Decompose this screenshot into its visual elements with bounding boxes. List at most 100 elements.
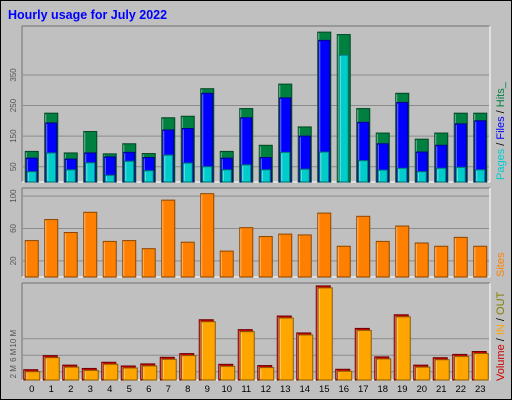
legend-separator: / — [495, 107, 507, 116]
sites-bar — [297, 234, 312, 278]
hour-label: 13 — [280, 384, 291, 395]
hour-label: 5 — [127, 384, 132, 395]
hour-label: 23 — [475, 384, 486, 395]
panel-1: 20 60 100 — [9, 187, 491, 278]
hour-label: 6 — [146, 384, 151, 395]
pages-bar — [221, 169, 232, 183]
hour-label: 15 — [319, 384, 330, 395]
y-tick-label: 10 M — [9, 330, 18, 348]
y-tick-label: 150 — [9, 129, 18, 143]
sites-bar — [395, 225, 410, 278]
hour-label: 16 — [338, 384, 349, 395]
pages-bar — [436, 167, 447, 183]
volume-in-bar — [259, 367, 275, 381]
hour-label: 1 — [49, 384, 54, 395]
volume-in-bar — [454, 355, 470, 381]
pages-bar — [241, 164, 252, 183]
hour-label: 11 — [241, 384, 251, 395]
pages-bar — [455, 166, 466, 183]
y-tick-label: 250 — [9, 98, 18, 112]
volume-in-bar — [376, 358, 392, 381]
legend-out: OUT — [495, 291, 507, 315]
pages-bar — [280, 151, 291, 183]
volume-in-bar — [181, 355, 197, 381]
pages-bar — [104, 174, 115, 183]
sites-bar — [414, 242, 429, 278]
sites-bar — [219, 250, 234, 278]
hits-files-pages-legend: Pages / Files / Hits_ — [495, 81, 507, 180]
hour-label: 12 — [260, 384, 271, 395]
hour-label: 22 — [455, 384, 466, 395]
legend-volume: Volume — [495, 344, 507, 381]
sites-bar — [180, 241, 195, 278]
chart-panels: 50 150 250 350 20 60 100 2 M 6 M10 M — [9, 25, 491, 381]
volume-in-bar — [434, 359, 450, 381]
volume-in-bar — [415, 366, 431, 381]
volume-in-bar — [44, 357, 60, 381]
legend-sites: Sites — [495, 252, 507, 277]
volume-in-bar — [317, 287, 333, 381]
pages-bar — [260, 169, 271, 183]
panel-2: 2 M 6 M10 M — [9, 282, 491, 381]
legend-hits: Hits_ — [495, 81, 507, 107]
pages-bar — [85, 162, 96, 183]
hour-label: 9 — [205, 384, 210, 395]
hour-label: 21 — [436, 384, 447, 395]
sites-bar — [24, 240, 39, 278]
volume-in-bar — [473, 353, 489, 381]
legend-in: IN — [495, 324, 507, 335]
volume-in-bar — [64, 366, 80, 381]
legend-separator: / — [495, 315, 507, 324]
sites-bar — [141, 248, 156, 278]
pages-bar — [416, 171, 427, 183]
hour-label: 2 — [68, 384, 73, 395]
pages-bar — [65, 169, 76, 183]
pages-bar — [397, 167, 408, 183]
pages-bar — [338, 54, 349, 183]
pages-bar — [182, 162, 193, 183]
panel-0: 50 150 250 350 — [9, 25, 491, 183]
volume-in-bar — [395, 316, 411, 381]
legend-separator: / — [495, 140, 507, 149]
hour-label: 0 — [29, 384, 34, 395]
y-tick-label: 20 — [9, 256, 18, 265]
volume-in-bar — [161, 358, 177, 381]
volume-in-bar — [278, 317, 294, 381]
y-tick-label: 50 — [9, 162, 18, 171]
sites-bar — [473, 245, 488, 278]
sites-bar — [200, 193, 215, 278]
panel-background — [22, 283, 490, 380]
volume-in-bar — [122, 367, 138, 381]
volume-in-bar — [25, 371, 41, 381]
sites-bar — [161, 199, 176, 278]
volume-in-bar — [200, 321, 216, 381]
sites-bar — [317, 212, 332, 278]
hour-label: 19 — [397, 384, 408, 395]
hour-label: 3 — [88, 384, 93, 395]
pages-bar — [377, 169, 388, 183]
pages-bar — [46, 152, 57, 183]
sites-bar — [258, 236, 273, 278]
hour-label: 8 — [185, 384, 190, 395]
sites-bar — [122, 240, 137, 278]
legend-files: Files — [495, 116, 507, 140]
chart-title: Hourly usage for July 2022 — [8, 8, 167, 22]
sites-bar — [278, 233, 293, 278]
legend-separator: / — [495, 335, 507, 344]
pages-bar — [319, 151, 330, 183]
sites-bar — [44, 219, 59, 278]
volume-legend: Volume / IN / OUT — [495, 291, 507, 381]
hour-label: 14 — [299, 384, 310, 395]
hour-label: 20 — [416, 384, 427, 395]
panel-background — [22, 26, 490, 182]
volume-in-bar — [142, 365, 158, 381]
pages-bar — [358, 160, 369, 183]
legend-pages: Pages — [495, 148, 507, 180]
y-tick-label: 60 — [9, 223, 18, 232]
panel-background — [22, 188, 490, 277]
hour-label: 7 — [166, 384, 171, 395]
volume-in-bar — [298, 334, 314, 381]
sites-bar — [434, 245, 449, 278]
pages-bar — [143, 170, 154, 183]
